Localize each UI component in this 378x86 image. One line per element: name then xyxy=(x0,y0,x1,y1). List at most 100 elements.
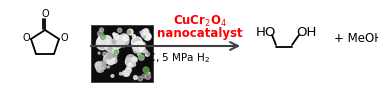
Circle shape xyxy=(140,31,142,34)
Circle shape xyxy=(139,55,143,59)
Circle shape xyxy=(118,62,123,68)
Circle shape xyxy=(107,66,110,68)
Circle shape xyxy=(132,37,142,48)
Text: O: O xyxy=(60,33,68,43)
Text: nanocatalyst: nanocatalyst xyxy=(157,26,243,39)
Circle shape xyxy=(141,32,146,37)
Circle shape xyxy=(143,32,150,39)
Circle shape xyxy=(97,36,107,46)
Circle shape xyxy=(131,50,136,55)
Circle shape xyxy=(140,72,143,76)
Circle shape xyxy=(96,38,108,50)
Circle shape xyxy=(111,50,119,58)
Circle shape xyxy=(115,36,125,46)
Circle shape xyxy=(104,55,112,63)
Circle shape xyxy=(107,58,115,65)
Circle shape xyxy=(101,39,105,44)
Circle shape xyxy=(127,62,133,69)
Circle shape xyxy=(107,53,112,59)
Circle shape xyxy=(120,34,128,41)
Circle shape xyxy=(101,35,105,39)
Circle shape xyxy=(120,41,124,44)
Circle shape xyxy=(118,28,122,32)
Circle shape xyxy=(124,71,129,76)
Circle shape xyxy=(135,45,143,52)
Text: 180 ºC, 5 MPa H$_2$: 180 ºC, 5 MPa H$_2$ xyxy=(120,51,210,65)
Circle shape xyxy=(133,48,139,53)
Circle shape xyxy=(128,63,132,66)
Circle shape xyxy=(148,72,150,74)
Circle shape xyxy=(133,43,140,50)
Circle shape xyxy=(136,41,142,47)
Circle shape xyxy=(114,50,118,54)
Circle shape xyxy=(125,57,134,66)
Bar xyxy=(91,25,153,82)
Text: O: O xyxy=(22,33,30,43)
Circle shape xyxy=(105,42,115,52)
Circle shape xyxy=(146,54,147,56)
Circle shape xyxy=(111,75,114,77)
Circle shape xyxy=(131,62,136,67)
Circle shape xyxy=(103,41,110,47)
Circle shape xyxy=(143,29,149,34)
Circle shape xyxy=(126,55,135,64)
Circle shape xyxy=(140,41,144,46)
Circle shape xyxy=(113,33,116,36)
Circle shape xyxy=(112,40,116,44)
Circle shape xyxy=(113,54,115,57)
Circle shape xyxy=(98,70,99,72)
Circle shape xyxy=(108,52,117,60)
Circle shape xyxy=(127,30,131,34)
Circle shape xyxy=(127,29,133,35)
Circle shape xyxy=(145,52,150,56)
Circle shape xyxy=(103,36,112,45)
Circle shape xyxy=(96,70,103,78)
Circle shape xyxy=(141,29,148,36)
Circle shape xyxy=(144,33,151,40)
Circle shape xyxy=(116,36,125,46)
Text: O: O xyxy=(41,9,49,19)
Circle shape xyxy=(140,42,145,47)
Circle shape xyxy=(97,63,104,70)
Circle shape xyxy=(142,67,146,70)
Circle shape xyxy=(101,70,103,72)
Circle shape xyxy=(122,71,128,76)
Circle shape xyxy=(96,65,101,70)
Circle shape xyxy=(143,51,145,53)
Text: OH: OH xyxy=(296,26,316,39)
Circle shape xyxy=(128,61,133,66)
Circle shape xyxy=(111,38,122,49)
Circle shape xyxy=(99,63,106,70)
Circle shape xyxy=(112,58,117,63)
Circle shape xyxy=(136,35,139,38)
Circle shape xyxy=(100,61,106,67)
Circle shape xyxy=(115,74,118,77)
Circle shape xyxy=(132,57,137,62)
Circle shape xyxy=(146,48,150,52)
Circle shape xyxy=(98,62,101,66)
Circle shape xyxy=(115,44,119,48)
Circle shape xyxy=(95,62,102,69)
Circle shape xyxy=(144,36,146,38)
Circle shape xyxy=(121,59,124,62)
Circle shape xyxy=(106,44,109,47)
Circle shape xyxy=(125,68,131,73)
Text: HO: HO xyxy=(256,26,276,39)
Circle shape xyxy=(134,41,144,51)
Circle shape xyxy=(132,35,135,38)
Circle shape xyxy=(124,71,127,74)
Text: CuCr$_2$O$_4$: CuCr$_2$O$_4$ xyxy=(173,13,227,29)
Circle shape xyxy=(133,76,138,79)
Circle shape xyxy=(107,60,110,63)
Circle shape xyxy=(143,32,147,37)
Circle shape xyxy=(142,74,146,78)
Circle shape xyxy=(111,53,115,57)
Circle shape xyxy=(138,76,143,81)
Circle shape xyxy=(99,35,101,38)
Circle shape xyxy=(107,52,115,60)
Circle shape xyxy=(145,50,147,53)
Circle shape xyxy=(119,72,122,75)
Circle shape xyxy=(96,64,102,70)
Circle shape xyxy=(99,28,104,32)
Circle shape xyxy=(124,70,130,76)
